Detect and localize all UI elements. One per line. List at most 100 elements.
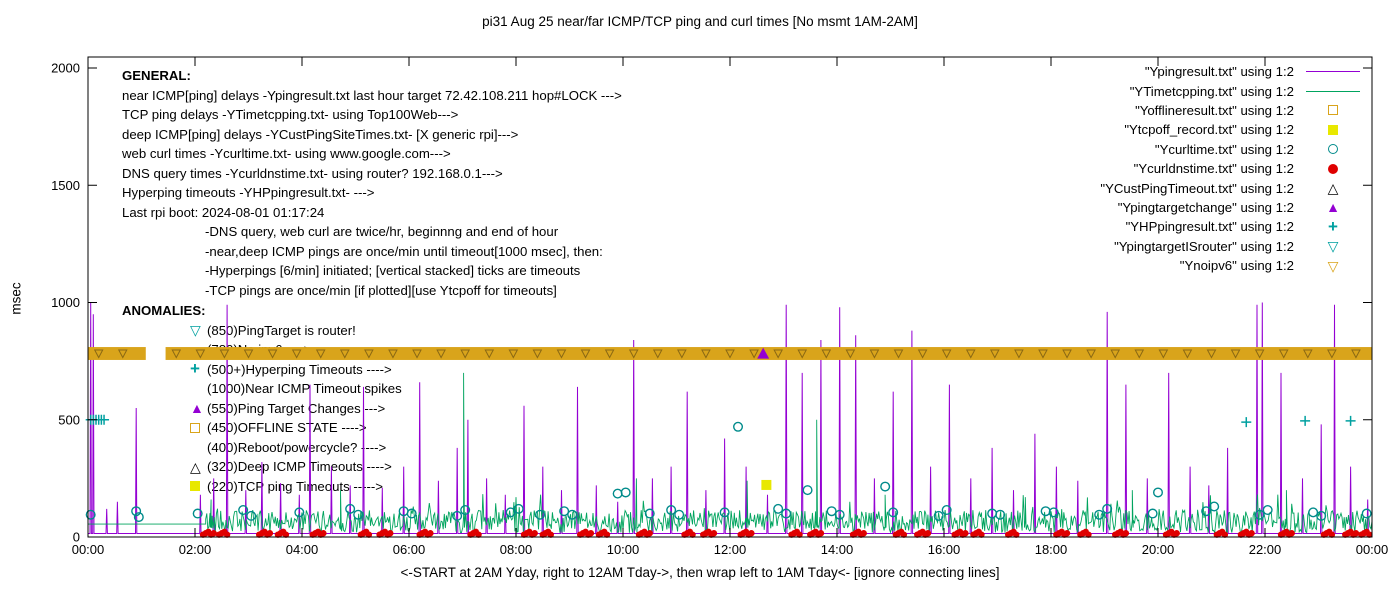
svg-text:00:00: 00:00 — [72, 542, 105, 557]
legend-label: "YHPpingresult.txt" using 1:2 — [1125, 219, 1294, 235]
anomaly-line: (220)TCP ping Timeouts -----> — [190, 477, 402, 497]
svg-text:20:00: 20:00 — [1142, 542, 1175, 557]
legend-item: "YCustPingTimeout.txt" using 1:2 △ — [1100, 178, 1372, 197]
legend-item: "Yofflineresult.txt" using 1:2 — [1100, 101, 1372, 120]
legend-item: "Ycurltime.txt" using 1:2 — [1100, 140, 1372, 159]
anomaly-text: (450)OFFLINE STATE ----> — [207, 420, 367, 435]
legend-marker-cell — [1294, 90, 1372, 92]
legend-item: "Ypingresult.txt" using 1:2 — [1100, 62, 1372, 81]
series-Ycurltime.txt — [85, 421, 1372, 523]
triangle-filled-icon: ▲ — [190, 400, 204, 417]
anomaly-icon-cell — [190, 422, 207, 433]
legend-label: "Ytcpoff_record.txt" using 1:2 — [1124, 122, 1294, 138]
legend-marker-cell — [1294, 124, 1372, 135]
circle-filled-icon — [1328, 163, 1338, 174]
general-line: Hyperping timeouts -YHPpingresult.txt- -… — [122, 185, 375, 200]
anomaly-icon-cell: + — [190, 359, 207, 379]
svg-text:1000: 1000 — [51, 295, 80, 310]
anomaly-icon-cell: ▽ — [190, 323, 207, 337]
anomaly-line: + (500+)Hyperping Timeouts ----> — [190, 360, 402, 380]
series-YHPpingresult.txt — [85, 414, 1356, 428]
series-Ytcpoff_record.txt — [761, 479, 772, 490]
line-icon — [1306, 71, 1360, 73]
svg-text:2000: 2000 — [51, 61, 80, 76]
legend-item: "YHPpingresult.txt" using 1:2 + — [1100, 217, 1372, 236]
square-filled-icon — [1328, 124, 1338, 135]
svg-text:12:00: 12:00 — [714, 542, 747, 557]
general-line: -DNS query, web curl are twice/hr, begin… — [205, 224, 559, 239]
legend-marker-cell: ▲ — [1294, 200, 1372, 214]
series-Ynoipv6 — [88, 347, 1373, 360]
anomaly-text: (220)TCP ping Timeouts -----> — [207, 478, 384, 494]
legend-marker-cell: ▽ — [1294, 259, 1372, 273]
general-heading: GENERAL: — [122, 68, 191, 83]
legend-label: "YpingtargetISrouter" using 1:2 — [1114, 238, 1294, 254]
triangle-open-icon: △ — [1327, 180, 1339, 197]
anomaly-text: (550)Ping Target Changes ---> — [207, 400, 386, 416]
triangle-down-open-icon: ▽ — [1327, 238, 1339, 255]
x-axis-label: <-START at 2AM Yday, right to 12AM Tday-… — [400, 565, 1000, 580]
legend-item: "Ynoipv6" using 1:2 ▽ — [1100, 256, 1372, 275]
general-line: -near,deep ICMP pings are once/min until… — [205, 243, 603, 259]
legend-marker-cell — [1294, 71, 1372, 73]
triangle-open-icon: △ — [190, 458, 201, 475]
general-line: near ICMP[ping] delays -Ypingresult.txt … — [122, 87, 622, 103]
legend-item: "Ytcpoff_record.txt" using 1:2 — [1100, 120, 1372, 139]
svg-text:06:00: 06:00 — [393, 542, 426, 557]
svg-text:10:00: 10:00 — [607, 542, 640, 557]
anomaly-line: (450)OFFLINE STATE ----> — [190, 418, 402, 438]
series-Ycurldnstime.txt — [199, 528, 1373, 538]
legend-label: "Yofflineresult.txt" using 1:2 — [1135, 102, 1294, 118]
general-line: -Hyperpings [6/min] initiated; [vertical… — [205, 263, 581, 278]
svg-text:22:00: 22:00 — [1249, 542, 1282, 557]
legend-label: "Ypingtargetchange" using 1:2 — [1117, 199, 1294, 215]
legend-marker-cell — [1294, 144, 1372, 155]
circle-open-icon — [1328, 144, 1338, 155]
svg-text:1500: 1500 — [51, 178, 80, 193]
svg-text:02:00: 02:00 — [179, 542, 212, 557]
anomalies-annotations: ANOMALIES: ▽(850)PingTarget is router!(7… — [122, 301, 402, 496]
svg-text:14:00: 14:00 — [821, 542, 854, 557]
general-line: DNS query times -Ycurldnstime.txt- using… — [122, 165, 503, 181]
general-line: deep ICMP[ping] delays -YCustPingSiteTim… — [122, 126, 519, 142]
plus-icon: + — [1328, 216, 1338, 236]
legend: "Ypingresult.txt" using 1:2 "YTimetcpping… — [1100, 62, 1372, 275]
series-Ypingresult.txt — [88, 302, 1372, 534]
general-line: web curl times -Ycurltime.txt- using www… — [122, 146, 451, 161]
triangle-filled-icon: ▲ — [1326, 199, 1340, 216]
anomaly-line: ▲ (550)Ping Target Changes ---> — [190, 399, 402, 419]
triangle-down-open-icon: ▽ — [1327, 257, 1339, 274]
legend-marker-cell: + — [1294, 216, 1372, 236]
series-YTimetcpping.txt — [88, 372, 1373, 535]
anomaly-icon-cell — [190, 481, 207, 492]
legend-label: "Ycurldnstime.txt" using 1:2 — [1133, 161, 1294, 177]
anomalies-heading: ANOMALIES: — [122, 303, 206, 318]
anomaly-icon-cell: ▲ — [190, 401, 207, 415]
svg-text:18:00: 18:00 — [1035, 542, 1068, 557]
anomaly-line: ▽ (850)PingTarget is router! — [190, 321, 402, 341]
legend-label: "Ycurltime.txt" using 1:2 — [1154, 141, 1294, 157]
general-lines: near ICMP[ping] delays -Ypingresult.txt … — [122, 86, 622, 301]
square-open-icon — [1328, 105, 1338, 116]
legend-label: "Ynoipv6" using 1:2 — [1179, 258, 1294, 274]
anomaly-text: (1000)Near ICMP Timeout spikes — [207, 381, 402, 396]
axes: 0 500 1000 1500 2000 00:00 02:00 04:00 06:00 08:0… — [51, 56, 1388, 557]
legend-item: "Ypingtargetchange" using 1:2 ▲ — [1100, 198, 1372, 217]
general-line: -TCP pings are once/min [if plotted][use… — [205, 282, 557, 298]
legend-label: "YTimetcpping.txt" using 1:2 — [1129, 83, 1294, 99]
anomaly-line: (1000)Near ICMP Timeout spikes — [190, 379, 402, 399]
triangle-down-open-icon: ▽ — [190, 322, 201, 339]
anomaly-lines: ▽(850)PingTarget is router!(780)No ipv6 … — [122, 321, 402, 497]
legend-marker-cell: △ — [1294, 181, 1372, 195]
anomaly-line: △ (320)Deep ICMP Timeouts ----> — [190, 457, 402, 477]
svg-text:16:00: 16:00 — [928, 542, 961, 557]
legend-label: "YCustPingTimeout.txt" using 1:2 — [1100, 180, 1294, 196]
svg-text:08:00: 08:00 — [500, 542, 533, 557]
series-Ypingtargetchange — [757, 347, 770, 359]
plus-icon: + — [190, 359, 200, 379]
anomaly-text: (400)Reboot/powercycle? ----> — [207, 439, 387, 455]
general-line: Last rpi boot: 2024-08-01 01:17:24 — [122, 204, 325, 220]
anomaly-icon-cell: △ — [190, 460, 207, 474]
legend-marker-cell — [1294, 105, 1372, 116]
